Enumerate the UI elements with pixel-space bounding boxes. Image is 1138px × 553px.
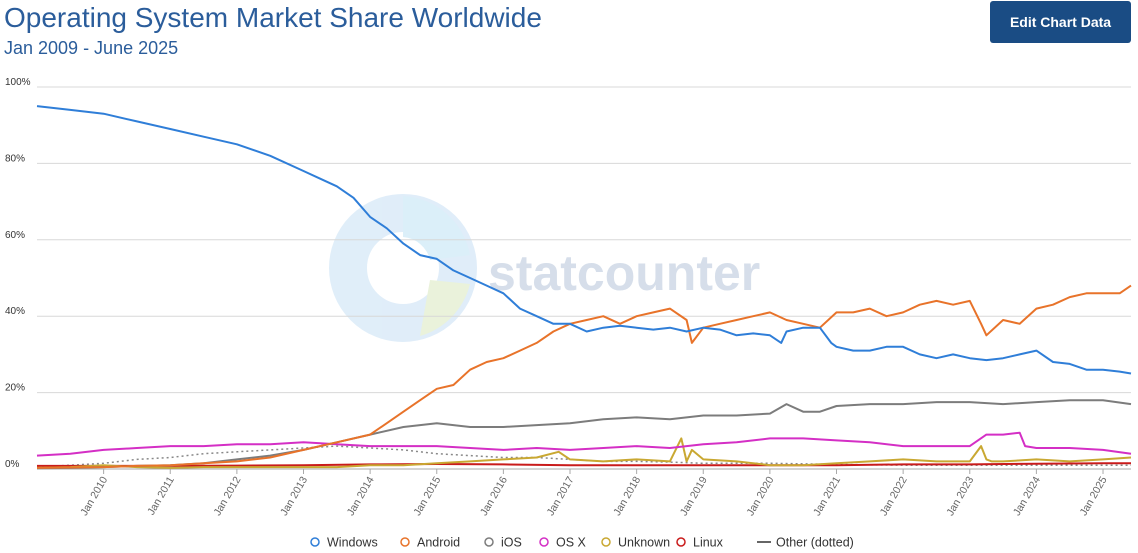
- legend-item-ios: iOS: [501, 536, 522, 550]
- chart-title: Operating System Market Share Worldwide: [4, 2, 542, 33]
- legend-item-android: Android: [417, 536, 460, 550]
- x-tick-label: Jan 2011: [145, 474, 177, 517]
- legend-symbol-android: [400, 537, 410, 547]
- legend-item-other-dotted: Other (dotted): [776, 536, 854, 550]
- x-tick-label: Jan 2012: [211, 474, 243, 518]
- legend-symbol-os-x: [539, 537, 549, 547]
- y-tick-label: 60%: [5, 230, 25, 241]
- y-tick-label: 40%: [5, 306, 25, 317]
- y-tick-label: 20%: [5, 383, 25, 394]
- y-tick-label: 80%: [5, 153, 25, 164]
- x-tick-label: Jan 2017: [545, 474, 577, 518]
- legend-item-unknown: Unknown: [618, 536, 670, 550]
- x-tick-label: Jan 2015: [411, 474, 443, 518]
- x-tick-label: Jan 2018: [611, 474, 643, 518]
- x-tick-label: Jan 2022: [878, 474, 910, 518]
- series-line-linux: [37, 462, 1131, 467]
- y-tick-label: 100%: [5, 77, 31, 88]
- chart-subtitle: Jan 2009 - June 2025: [4, 38, 179, 58]
- legend-item-windows: Windows: [327, 536, 378, 550]
- legend-item-os-x: OS X: [556, 536, 587, 550]
- edit-chart-data-button[interactable]: Edit Chart Data: [990, 1, 1131, 43]
- x-tick-label: Jan 2021: [811, 474, 843, 518]
- x-tick-label: Jan 2010: [78, 474, 110, 518]
- watermark-text: statcounter: [488, 245, 760, 301]
- x-tick-label: Jan 2019: [678, 474, 710, 518]
- x-tick-label: Jan 2013: [278, 474, 310, 518]
- legend-symbol-linux: [676, 537, 686, 547]
- x-tick-label: Jan 2023: [944, 474, 976, 518]
- x-tick-label: Jan 2024: [1011, 474, 1043, 518]
- x-tick-label: Jan 2016: [478, 474, 510, 518]
- x-tick-label: Jan 2025: [1078, 474, 1110, 518]
- series-line-android: [36, 284, 1132, 469]
- series-line-other-dotted: [36, 445, 1131, 468]
- legend-symbol-unknown: [601, 537, 611, 547]
- x-tick-label: Jan 2020: [744, 474, 776, 518]
- series-line-ios: [36, 399, 1132, 470]
- series-line-unknown: [36, 437, 1132, 469]
- series-line-windows: [36, 105, 1132, 375]
- x-tick-label: Jan 2014: [345, 474, 377, 518]
- statcounter-watermark: statcounter: [329, 194, 760, 342]
- series-line-os-x: [36, 431, 1132, 457]
- legend-item-linux: Linux: [693, 536, 724, 550]
- legend-symbol-windows: [310, 537, 320, 547]
- y-tick-label: 0%: [5, 459, 20, 470]
- watermark-slice: [403, 196, 470, 260]
- watermark-slice: [420, 280, 470, 336]
- legend-symbol-ios: [484, 537, 494, 547]
